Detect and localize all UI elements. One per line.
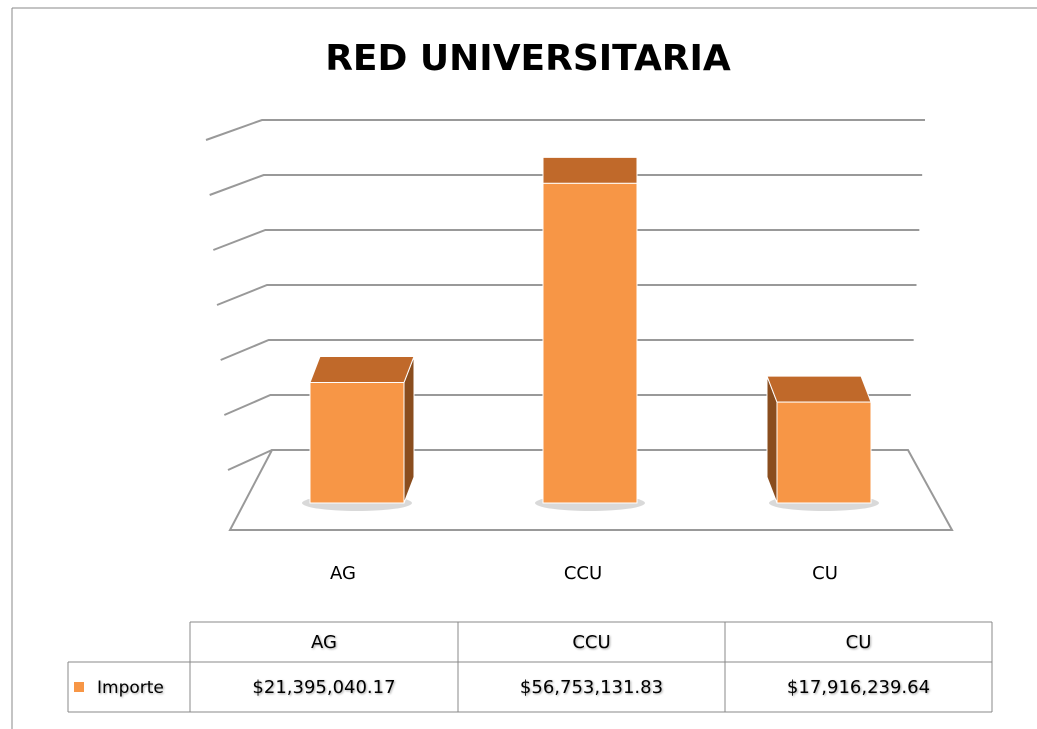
bar bbox=[309, 381, 405, 504]
table-header: CCU bbox=[572, 632, 610, 653]
legend-label: Importe bbox=[97, 678, 164, 698]
bar-top bbox=[542, 156, 638, 184]
x-tick-label: CCU bbox=[564, 563, 602, 584]
legend-swatch bbox=[74, 682, 84, 692]
grid-line bbox=[209, 174, 923, 196]
table-header: AG bbox=[311, 632, 337, 653]
table-header: CU bbox=[846, 632, 872, 653]
table-value: $56,753,131.83 bbox=[520, 677, 663, 698]
bar-top bbox=[766, 375, 872, 403]
grid-line bbox=[220, 339, 914, 361]
grid-line bbox=[205, 119, 925, 141]
bar bbox=[542, 182, 638, 504]
grid-line bbox=[223, 394, 911, 416]
bar-top bbox=[309, 355, 415, 383]
grid-line bbox=[212, 229, 920, 251]
bar bbox=[776, 401, 872, 504]
grid-line bbox=[227, 449, 908, 471]
grid-line bbox=[216, 284, 917, 306]
table-value: $17,916,239.64 bbox=[787, 677, 930, 698]
table-value: $21,395,040.17 bbox=[252, 677, 395, 698]
x-tick-label: CU bbox=[812, 563, 838, 584]
chart-title: RED UNIVERSITARIA bbox=[325, 38, 731, 79]
x-tick-label: AG bbox=[330, 563, 356, 584]
